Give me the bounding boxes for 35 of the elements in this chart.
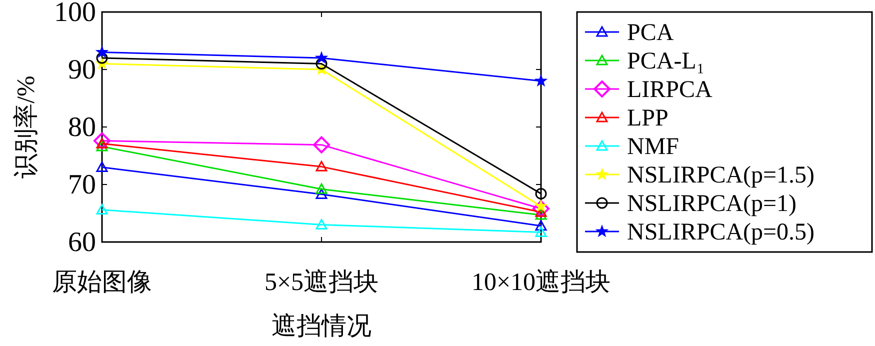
x-axis-title: 遮挡情况 xyxy=(272,312,372,340)
point xyxy=(313,136,330,154)
y-tick-label: 90 xyxy=(68,54,96,86)
y-tick-label: 100 xyxy=(54,0,96,28)
y-tick-label: 60 xyxy=(68,227,96,258)
legend-label: LIRPCA xyxy=(627,77,714,103)
legend-label: NSLIRPCA(p=0.5) xyxy=(627,220,815,246)
point xyxy=(535,226,547,237)
x-tick-label: 10×10遮挡块 xyxy=(471,268,611,296)
point xyxy=(94,132,110,150)
point xyxy=(316,188,328,200)
y-tick-label: 70 xyxy=(68,170,96,200)
point xyxy=(535,75,547,86)
point xyxy=(316,219,328,230)
point xyxy=(316,52,328,63)
y-tick-label: 80 xyxy=(68,112,96,143)
legend-label: PCA-L₁ xyxy=(627,48,705,74)
point xyxy=(535,188,547,200)
legend-label: NSLIRPCA(p=1.5) xyxy=(627,162,815,188)
point xyxy=(96,204,108,215)
x-tick-label: 原始图像 xyxy=(52,269,152,296)
legend-label: LPP xyxy=(627,106,668,132)
point xyxy=(96,52,108,64)
point xyxy=(316,58,328,70)
point xyxy=(316,183,328,194)
point xyxy=(316,160,328,172)
point xyxy=(96,46,108,58)
legend-label: NMF xyxy=(627,134,680,160)
legend-label: NSLIRPCA(p=1) xyxy=(627,191,797,217)
legend-label: PCA xyxy=(627,20,674,46)
y-axis-title: 识别率/% xyxy=(12,76,40,178)
x-tick-label: 5×5遮挡块 xyxy=(264,268,379,296)
point xyxy=(96,162,108,172)
point xyxy=(532,200,550,218)
point xyxy=(535,220,547,231)
